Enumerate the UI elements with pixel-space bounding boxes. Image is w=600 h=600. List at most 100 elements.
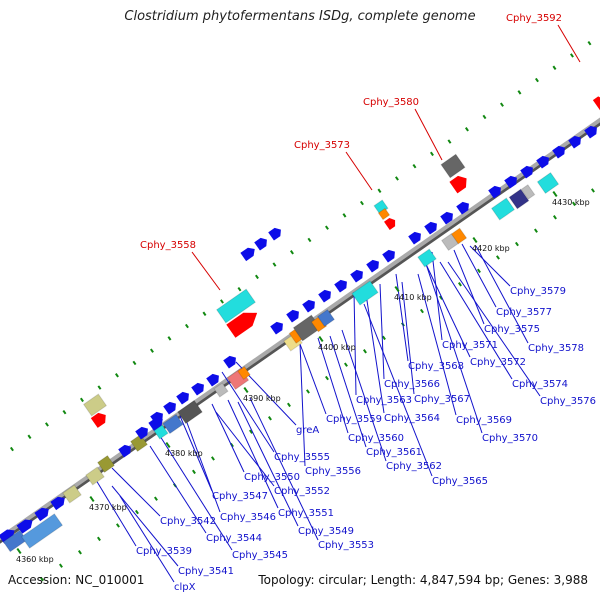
callout-line bbox=[179, 415, 213, 492]
callout-line bbox=[423, 259, 471, 358]
gene-arrow bbox=[504, 175, 517, 189]
gc-dot bbox=[167, 336, 172, 341]
gene-label: Cphy_3539 bbox=[136, 546, 192, 557]
gene-label: Cphy_3551 bbox=[278, 508, 334, 519]
gene-arrow bbox=[408, 231, 421, 245]
gene-arrow bbox=[424, 221, 437, 235]
gc-dot bbox=[97, 385, 102, 390]
gc-dot bbox=[429, 151, 434, 157]
gene-arrow bbox=[552, 145, 565, 159]
callout-lines bbox=[95, 24, 581, 583]
gene-arrow bbox=[366, 259, 379, 273]
gc-dot bbox=[591, 188, 595, 193]
gc-dot bbox=[382, 335, 386, 341]
callout-line bbox=[299, 343, 327, 415]
gene-arrow bbox=[163, 401, 176, 415]
ruler-tick-mark bbox=[394, 285, 400, 293]
gene-arrow bbox=[0, 529, 15, 544]
gene-arrow bbox=[384, 218, 396, 230]
callout-line bbox=[227, 399, 279, 509]
gc-dot bbox=[116, 523, 120, 528]
gene-label: Cphy_3558 bbox=[140, 240, 196, 251]
gene-label: Cphy_3563 bbox=[356, 395, 412, 406]
callout-line bbox=[379, 283, 385, 380]
gc-skew-dots bbox=[9, 40, 595, 582]
gene-feature bbox=[177, 399, 203, 425]
gc-dot bbox=[325, 375, 329, 381]
gene-arrow bbox=[118, 444, 131, 458]
gc-dot bbox=[185, 323, 189, 329]
callout-line bbox=[353, 291, 357, 396]
callout-line bbox=[249, 397, 319, 541]
gene-label: Cphy_3573 bbox=[294, 140, 350, 151]
gene-label: Cphy_3580 bbox=[363, 97, 419, 108]
callout-line bbox=[159, 435, 233, 551]
callout-line bbox=[185, 419, 221, 513]
gene-label: Cphy_3553 bbox=[318, 540, 374, 551]
gene-label: Cphy_3570 bbox=[482, 433, 538, 444]
gc-dot bbox=[344, 362, 348, 367]
callout-line bbox=[341, 329, 387, 462]
gc-dot bbox=[191, 469, 196, 475]
ruler-tick-label: 4360 kbp bbox=[16, 555, 54, 564]
gene-label: Cphy_3560 bbox=[348, 433, 404, 444]
gene-arrow bbox=[334, 279, 347, 293]
gene-label: Cphy_3562 bbox=[386, 461, 442, 472]
map-title: Clostridium phytofermentans ISDg, comple… bbox=[124, 9, 476, 24]
callout-line bbox=[401, 281, 415, 395]
gene-label: Cphy_3547 bbox=[212, 491, 268, 502]
gc-dot bbox=[97, 536, 101, 542]
gene-arrow bbox=[536, 155, 549, 169]
gene-arrow bbox=[568, 135, 581, 149]
gc-dot bbox=[134, 509, 139, 515]
ruler-tick-label: 4400 kbp bbox=[318, 343, 356, 352]
callout-line bbox=[453, 249, 485, 325]
callout-line bbox=[365, 293, 385, 414]
gene-arrow bbox=[268, 227, 281, 241]
gc-dot bbox=[412, 163, 417, 169]
gc-dot bbox=[587, 40, 592, 46]
gc-dot bbox=[249, 429, 253, 434]
gc-dot bbox=[306, 389, 310, 394]
gene-label: Cphy_3571 bbox=[442, 340, 498, 351]
gc-dot bbox=[420, 308, 424, 314]
gene-arrow bbox=[286, 309, 299, 323]
gc-dot bbox=[115, 373, 119, 378]
gene-feature bbox=[508, 188, 530, 210]
ruler-tick-label: 4370 kbp bbox=[89, 503, 127, 512]
callout-line bbox=[425, 263, 483, 434]
ruler-tick-mark bbox=[472, 236, 478, 244]
gene-arrow bbox=[176, 391, 189, 405]
gc-dot bbox=[268, 416, 272, 421]
gene-label: Cphy_3578 bbox=[528, 343, 584, 354]
gene-arrow bbox=[226, 312, 258, 338]
ruler-tick-label: 4380 kbp bbox=[165, 449, 203, 458]
gene-feature bbox=[82, 393, 108, 417]
gene-label: Cphy_3568 bbox=[408, 361, 464, 372]
gc-dot bbox=[534, 228, 538, 233]
gene-feature bbox=[440, 153, 466, 179]
gene-label: Cphy_3552 bbox=[274, 486, 330, 497]
gene-feature bbox=[215, 288, 257, 324]
callout-line bbox=[215, 411, 275, 487]
gc-dot bbox=[496, 255, 500, 260]
gene-arrow bbox=[50, 496, 65, 511]
callout-line bbox=[475, 245, 529, 344]
callout-line bbox=[221, 371, 275, 453]
gc-dot bbox=[477, 268, 481, 274]
gene-arrow bbox=[191, 382, 204, 396]
gene-feature bbox=[62, 484, 82, 504]
gc-dot bbox=[342, 213, 347, 218]
gc-dot bbox=[290, 250, 294, 255]
gc-dot bbox=[220, 299, 224, 304]
ruler-tick-label: 4410 kbp bbox=[394, 293, 432, 302]
callout-line bbox=[95, 479, 137, 547]
gene-label: Cphy_3561 bbox=[366, 447, 422, 458]
gene-arrow bbox=[240, 247, 255, 262]
gc-dot bbox=[307, 237, 312, 243]
gene-feature bbox=[536, 171, 560, 195]
gene-label: Cphy_3541 bbox=[178, 566, 234, 577]
gc-dot bbox=[482, 114, 487, 120]
gc-dot bbox=[515, 241, 519, 247]
